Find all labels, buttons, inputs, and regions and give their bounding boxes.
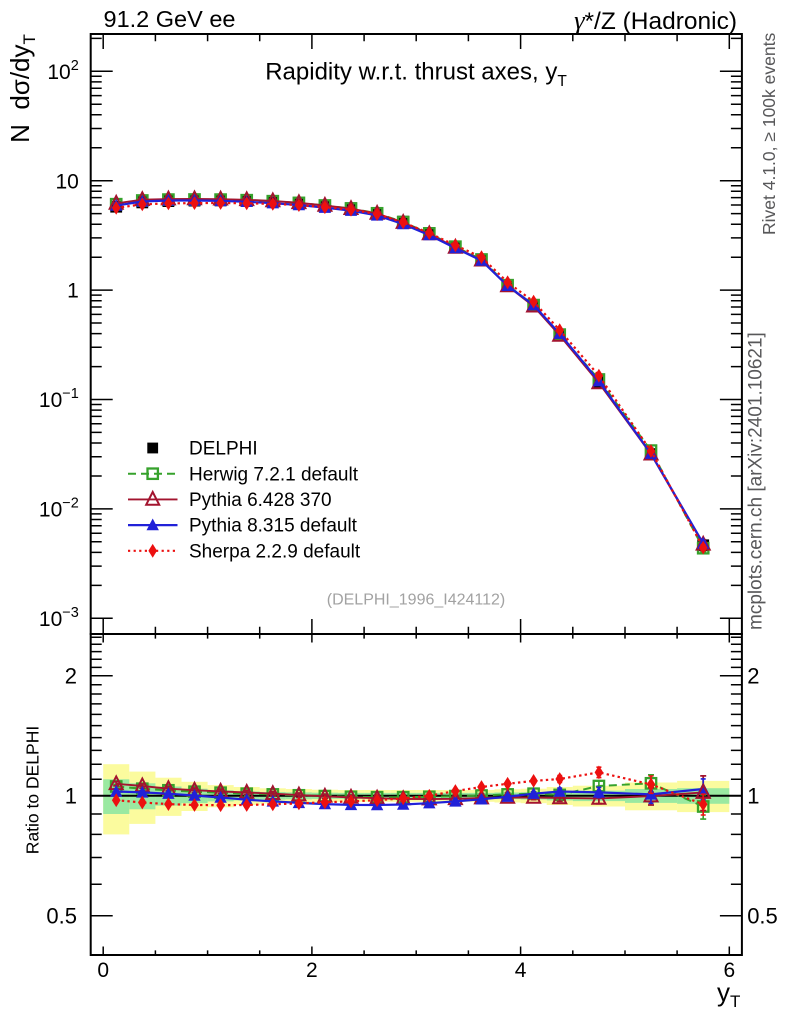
svg-text:Sherpa 2.2.9 default: Sherpa 2.2.9 default bbox=[189, 541, 361, 562]
svg-text:0.5: 0.5 bbox=[747, 904, 778, 929]
svg-text:Ratio to DELPHI: Ratio to DELPHI bbox=[23, 726, 43, 854]
svg-text:0.5: 0.5 bbox=[46, 904, 77, 929]
svg-text:Rapidity w.r.t. thrust axes, y: Rapidity w.r.t. thrust axes, yT bbox=[265, 59, 567, 91]
svg-text:mcplots.cern.ch [arXiv:2401.10: mcplots.cern.ch [arXiv:2401.10621] bbox=[746, 332, 767, 630]
svg-text:2: 2 bbox=[747, 664, 759, 689]
svg-text:10−2: 10−2 bbox=[39, 496, 79, 522]
svg-text:10: 10 bbox=[55, 170, 78, 193]
svg-text:Pythia 8.315 default: Pythia 8.315 default bbox=[189, 516, 358, 537]
svg-text:0: 0 bbox=[97, 959, 109, 982]
svg-text:1: 1 bbox=[747, 784, 759, 809]
svg-text:1: 1 bbox=[67, 280, 79, 303]
svg-text:Pythia 6.428 370: Pythia 6.428 370 bbox=[189, 490, 332, 511]
svg-text:N dσ/dyT: N dσ/dyT bbox=[5, 34, 39, 143]
svg-text:Rivet 4.1.0, ≥ 100k events: Rivet 4.1.0, ≥ 100k events bbox=[759, 33, 779, 235]
svg-text:4: 4 bbox=[515, 959, 527, 982]
svg-text:2: 2 bbox=[306, 959, 318, 982]
svg-text:6: 6 bbox=[723, 959, 735, 982]
svg-text:γ*/Z (Hadronic): γ*/Z (Hadronic) bbox=[574, 5, 737, 35]
svg-text:91.2 GeV ee: 91.2 GeV ee bbox=[104, 6, 236, 32]
svg-text:1: 1 bbox=[65, 784, 77, 809]
svg-text:Herwig 7.2.1 default: Herwig 7.2.1 default bbox=[189, 464, 359, 485]
svg-text:2: 2 bbox=[65, 664, 77, 689]
svg-text:(DELPHI_1996_I424112): (DELPHI_1996_I424112) bbox=[327, 592, 506, 609]
svg-text:DELPHI: DELPHI bbox=[189, 439, 258, 460]
